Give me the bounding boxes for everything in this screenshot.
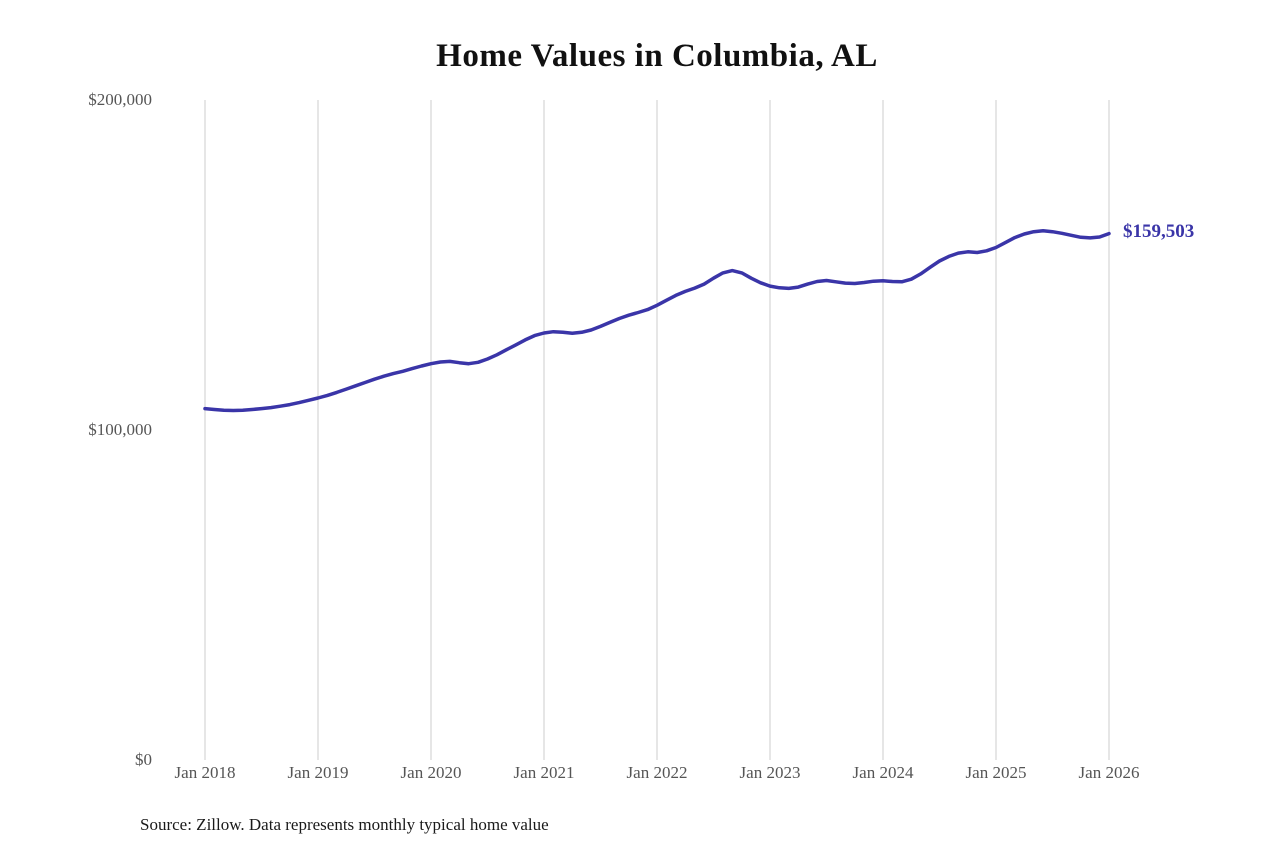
x-axis-tick-label: Jan 2022 — [626, 763, 688, 782]
gridlines — [204, 100, 1110, 760]
source-note: Source: Zillow. Data represents monthly … — [140, 815, 549, 834]
x-axis-tick-label: Jan 2023 — [739, 763, 801, 782]
home-value-line — [203, 228, 1111, 413]
current-value-label: $159,503 — [1123, 220, 1195, 242]
y-axis-tick-label: $100,000 — [88, 420, 152, 439]
y-axis-tick-label: $200,000 — [88, 90, 152, 109]
x-axis-tick-label: Jan 2018 — [174, 763, 236, 782]
x-axis-tick-label: Jan 2026 — [1078, 763, 1140, 782]
x-axis-tick-label: Jan 2021 — [513, 763, 575, 782]
x-axis-tick-label: Jan 2024 — [852, 763, 914, 782]
chart-title: Home Values in Columbia, AL — [436, 38, 878, 74]
x-axis-tick-label: Jan 2019 — [287, 763, 349, 782]
y-axis-tick-label: $0 — [135, 750, 152, 769]
x-axis-tick-label: Jan 2025 — [965, 763, 1027, 782]
x-axis-tick-label: Jan 2020 — [400, 763, 462, 782]
